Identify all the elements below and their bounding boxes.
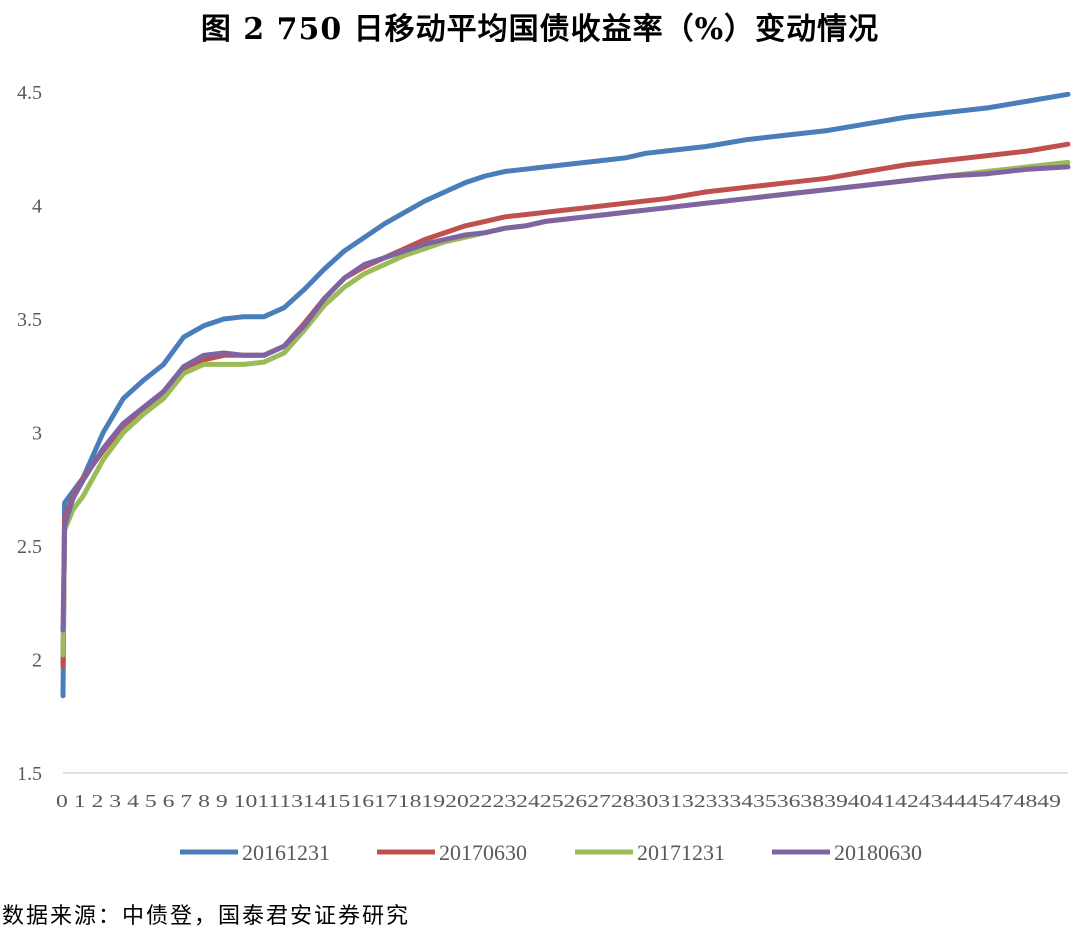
source-note: 数据来源：中债登，国泰君安证券研究 [2,904,411,929]
series-line-20170630 [60,141,1071,669]
legend-label: 20161231 [242,840,330,865]
legend-label: 20180630 [834,840,922,865]
y-tick-label: 4 [32,196,42,218]
series-line-20180630 [60,164,1071,633]
series-line-20161231 [60,91,1071,699]
legend-item-20180630: 20180630 [772,840,922,865]
legend-label: 20171231 [637,840,725,865]
y-tick-label: 3.5 [17,309,42,331]
series-lines [60,91,1071,699]
legend: 20161231 20170630 20171231 20180630 [180,840,922,865]
y-tick-label: 3 [32,423,42,445]
line-chart: 4.5 4 3.5 3 2.5 2 1.5 0 1 2 3 4 5 6 7 8 9 1011… [17,82,1071,865]
chart-title: 图 2 750 日移动平均国债收益率（%）变动情况 [200,12,880,47]
y-tick-label: 4.5 [17,82,42,104]
legend-item-20161231: 20161231 [180,840,330,865]
series-line-20171231 [60,159,1071,658]
y-tick-label: 2 [32,650,42,672]
y-axis-ticks: 4.5 4 3.5 3 2.5 2 1.5 [17,82,42,785]
y-tick-label: 1.5 [17,763,42,785]
legend-item-20170630: 20170630 [377,840,527,865]
legend-label: 20170630 [439,840,527,865]
x-axis-tick-labels: 0 1 2 3 4 5 6 7 8 9 10111314151617181920… [56,791,1061,811]
legend-item-20171231: 20171231 [575,840,725,865]
y-tick-label: 2.5 [17,536,42,558]
